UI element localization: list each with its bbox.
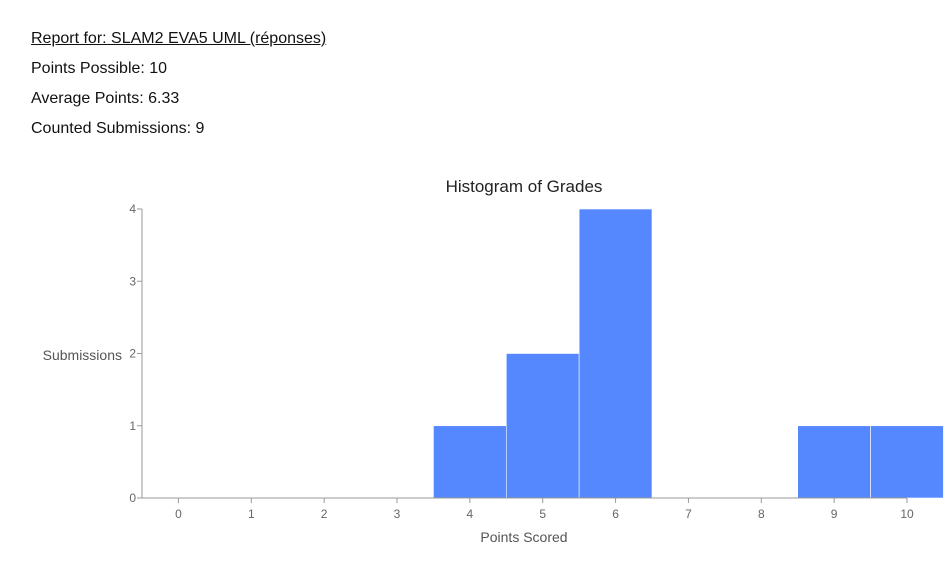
bar-5 [505, 353, 580, 499]
bar-4 [433, 425, 507, 499]
x-tick-label: 3 [394, 507, 401, 521]
bar-10 [870, 425, 944, 499]
x-tick-label: 6 [612, 507, 619, 521]
chart-title: Histogram of Grades [446, 177, 603, 196]
x-tick-label: 5 [539, 507, 546, 521]
x-tick-label: 7 [685, 507, 692, 521]
x-tick-label: 9 [831, 507, 838, 521]
x-tick-label: 1 [248, 507, 255, 521]
axes-group: 0 1 2 3 4 0 1 2 3 4 5 6 7 8 9 10 [129, 202, 914, 521]
y-axis-label: Submissions [43, 347, 122, 363]
x-axis-label: Points Scored [480, 529, 567, 545]
counted-submissions: Counted Submissions: 9 [31, 120, 205, 137]
bar-6 [578, 208, 653, 499]
bars-group [433, 208, 944, 499]
bar-9 [797, 425, 871, 499]
x-tick-label: 2 [321, 507, 328, 521]
y-tick-label: 4 [129, 202, 136, 216]
y-tick-label: 0 [129, 491, 136, 505]
x-tick-label: 0 [175, 507, 182, 521]
report-summary: Report for: SLAM2 EVA5 UML (réponses) Po… [31, 24, 326, 144]
report-title[interactable]: Report for: SLAM2 EVA5 UML (réponses) [31, 30, 327, 47]
points-possible: Points Possible: 10 [31, 60, 168, 77]
x-tick-label: 10 [900, 507, 914, 521]
x-tick-label: 4 [467, 507, 474, 521]
y-tick-label: 3 [129, 274, 136, 288]
average-points: Average Points: 6.33 [31, 90, 180, 107]
x-tick-label: 8 [758, 507, 765, 521]
y-tick-label: 2 [129, 347, 136, 361]
y-tick-label: 1 [129, 419, 136, 433]
